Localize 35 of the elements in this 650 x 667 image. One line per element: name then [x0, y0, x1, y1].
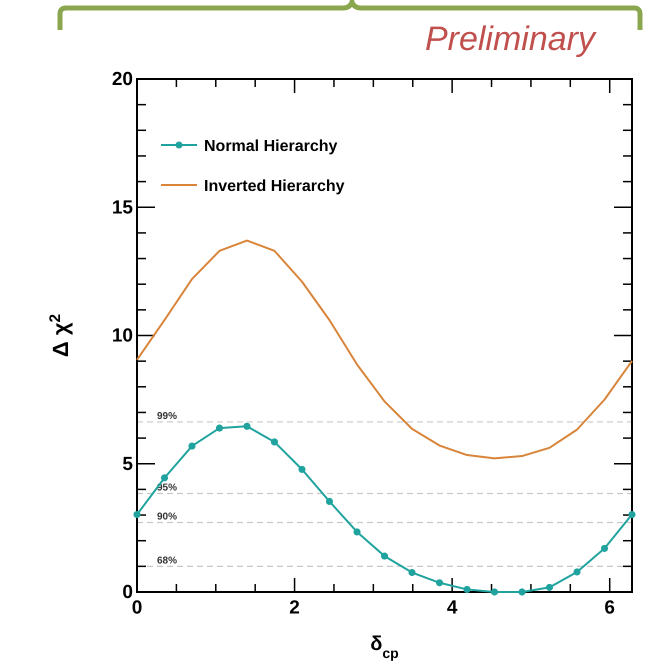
- line-series: [136, 240, 633, 460]
- annotation: 68%: [157, 555, 178, 566]
- point: [133, 510, 141, 518]
- y-tick-label: 10: [112, 326, 133, 347]
- x-axis-title: δ$_{cp}$: [370, 633, 399, 661]
- annotation: 99%: [157, 410, 178, 422]
- point: [188, 442, 196, 450]
- y-tick-label: 5: [122, 454, 134, 475]
- point: [463, 586, 471, 593]
- x-tick-label: 4: [446, 597, 458, 618]
- point: [270, 438, 278, 446]
- point: [573, 568, 581, 576]
- point: [353, 528, 361, 536]
- point: [160, 474, 168, 482]
- point: [518, 588, 526, 596]
- legend-label: Normal Hierarchy: [204, 138, 338, 155]
- point: [546, 584, 554, 591]
- point: [326, 498, 334, 506]
- point: [436, 579, 444, 586]
- point: [600, 544, 608, 552]
- y-tick-label: 20: [112, 69, 133, 90]
- point: [298, 466, 306, 473]
- point: [408, 568, 416, 576]
- point: [628, 510, 636, 518]
- point: [243, 422, 251, 430]
- x-tick-label: 2: [289, 597, 300, 618]
- point: [490, 588, 498, 596]
- point: [216, 424, 224, 432]
- text: Preliminary: [424, 20, 597, 58]
- y-tick-label: 15: [112, 197, 134, 218]
- point: [380, 552, 388, 560]
- y-tick-label: 0: [122, 582, 133, 604]
- annotation: 90%: [157, 511, 178, 522]
- legend-label: Inverted Hierarchy: [204, 178, 345, 195]
- x-tick-label: 6: [604, 597, 615, 618]
